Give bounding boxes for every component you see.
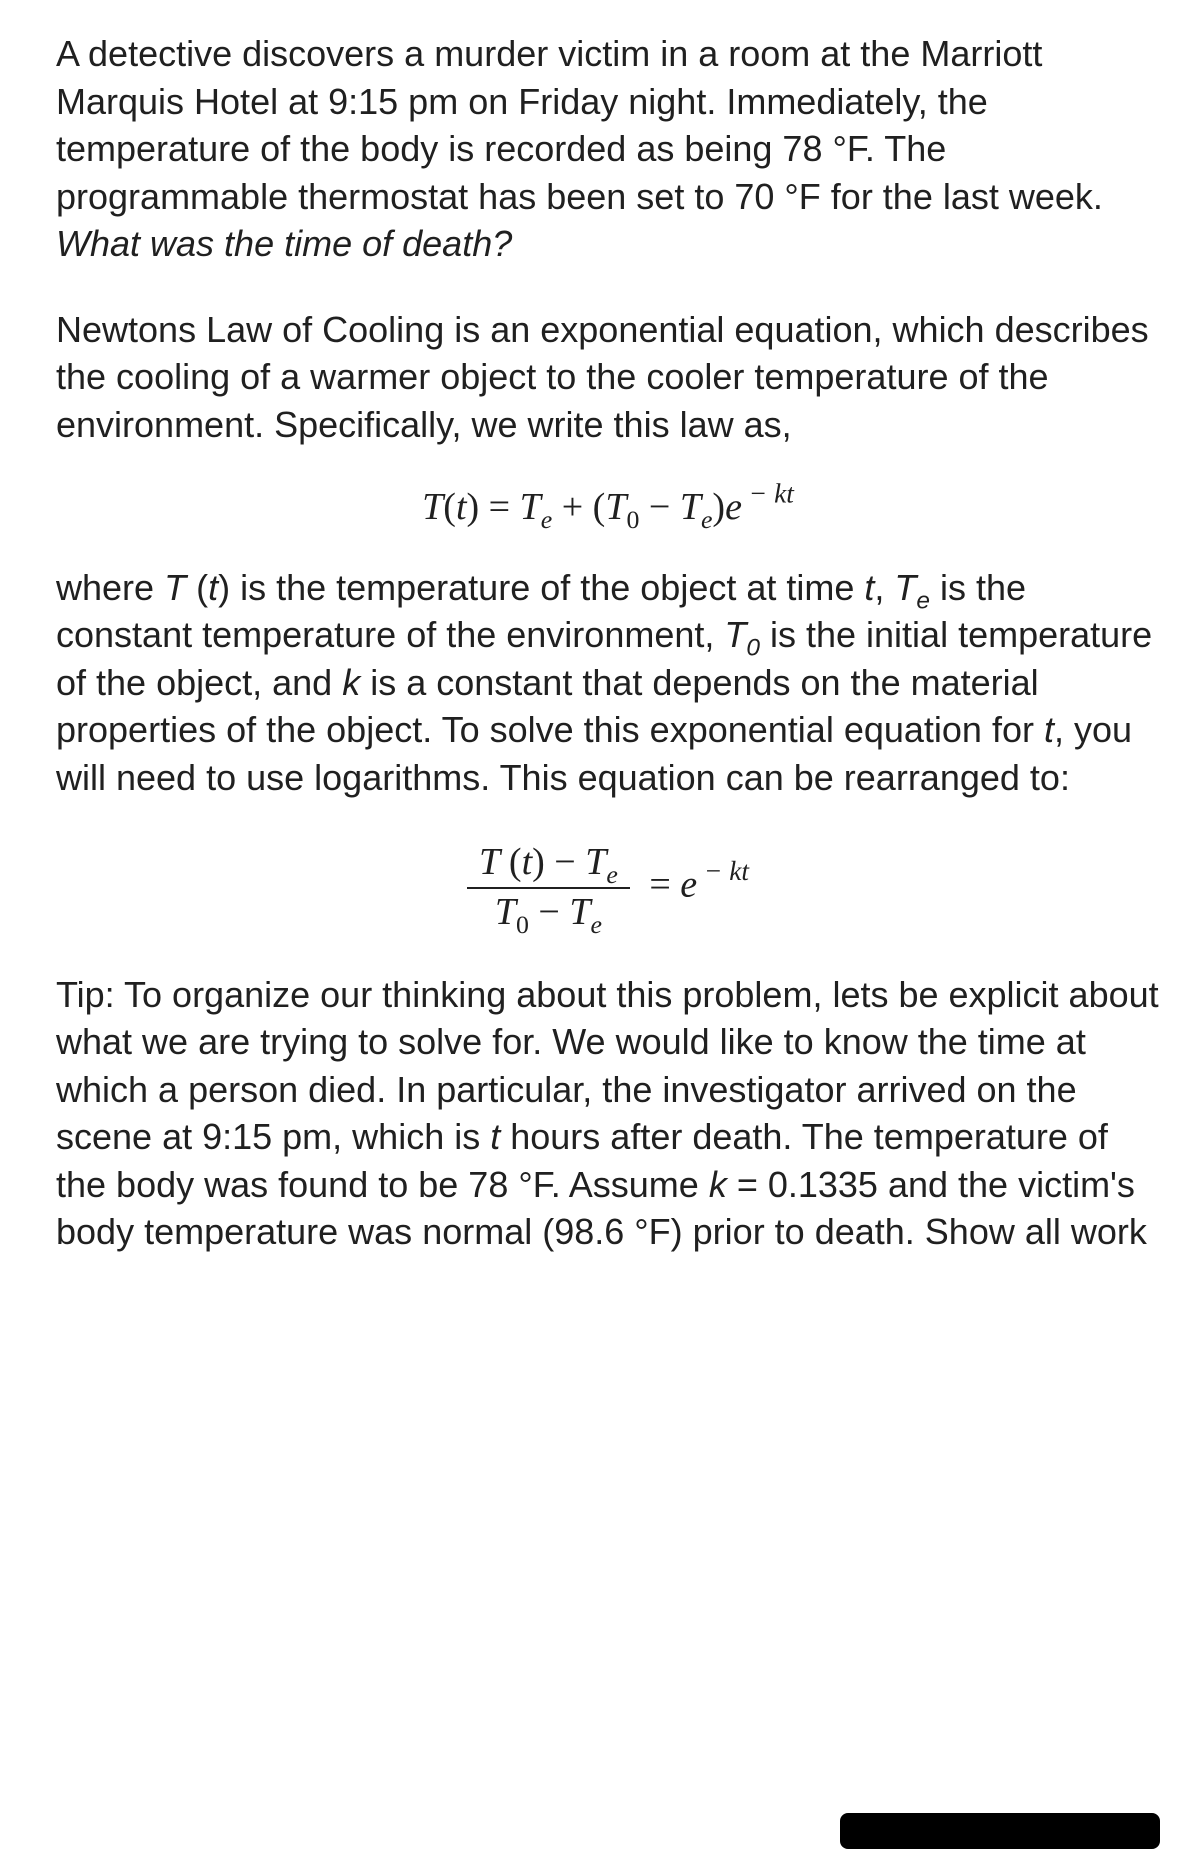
paragraph-law-intro: Newtons Law of Cooling is an exponential… [56, 306, 1160, 449]
def-t1: t [208, 567, 218, 608]
eq2-e: e [680, 864, 697, 906]
eq1-Tt: T(t) [422, 486, 479, 528]
def-t3: t [1044, 709, 1054, 750]
redaction-bar [840, 1813, 1160, 1849]
equation-cooling-law: T(t) = Te + (T0 − Te)e − kt [56, 486, 1160, 530]
eq2-fraction: T (t) − Te T0 − Te [467, 839, 630, 936]
eq1-exponent: − kt [742, 479, 794, 509]
equation-rearranged: T (t) − Te T0 − Te = e − kt [56, 839, 1160, 936]
eq2-exponent: − kt [697, 856, 749, 886]
eq1-plus-open: + ( [552, 486, 605, 528]
def-Te-T: T [894, 567, 916, 608]
def-text-1: where [56, 567, 164, 608]
def-t2: t [864, 567, 874, 608]
def-T0-sub: 0 [746, 635, 760, 662]
def-text-2: ) is the temperature of the object at ti… [218, 567, 864, 608]
eq1-Te2: Te [680, 486, 713, 528]
def-k: k [342, 662, 360, 703]
tip-k: k [709, 1164, 727, 1205]
setup-question: What was the time of death? [56, 223, 512, 264]
eq2-denominator: T0 − Te [467, 889, 630, 937]
paragraph-tip: Tip: To organize our thinking about this… [56, 971, 1160, 1256]
eq1-minus: − [639, 486, 679, 528]
def-Te-sub: e [916, 587, 930, 614]
def-T0-T: T [724, 614, 746, 655]
setup-text: A detective discovers a murder victim in… [56, 33, 1103, 217]
def-T: T [164, 567, 196, 608]
eq1-Te: Te [520, 486, 553, 528]
eq2-equals: = [640, 864, 680, 906]
eq1-equals: = [479, 486, 519, 528]
eq1-T0: T0 [605, 486, 639, 528]
eq1-close: ) [712, 486, 725, 528]
def-open: ( [196, 567, 208, 608]
paragraph-definitions: where T (t) is the temperature of the ob… [56, 564, 1160, 802]
def-text-3: , [874, 567, 894, 608]
eq2-numerator: T (t) − Te [467, 839, 630, 889]
tip-t: t [490, 1116, 500, 1157]
paragraph-setup: A detective discovers a murder victim in… [56, 30, 1160, 268]
eq1-e: e [725, 486, 742, 528]
document-page: A detective discovers a murder victim in… [0, 0, 1200, 1871]
